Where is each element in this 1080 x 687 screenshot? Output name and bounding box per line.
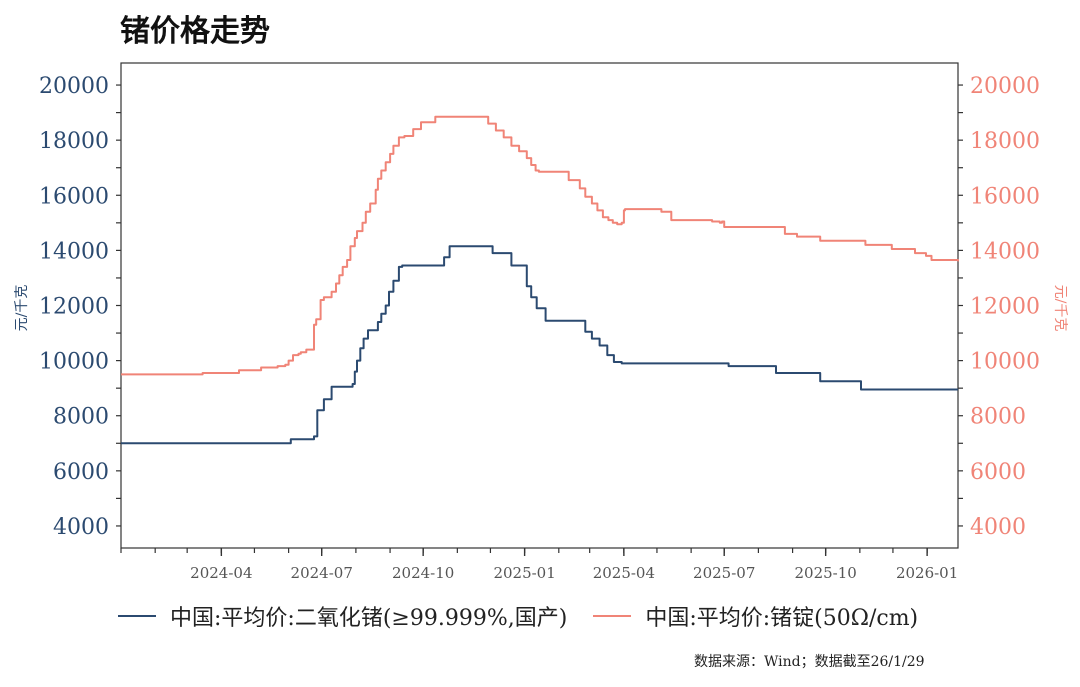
x-axis: 2024-04 2024-07 2024-10 2025-01 2025-04 2025-… (120, 548, 958, 582)
series-line-germanium-ingot (121, 115, 959, 376)
plot-border (120, 62, 959, 549)
right-tick-label: 18000 (970, 129, 1040, 154)
left-tick-label: 16000 (39, 184, 109, 209)
x-tick-label: 2024-07 (291, 564, 353, 582)
series-line-germanium-dioxide (121, 245, 958, 445)
left-tick-label: 6000 (53, 460, 109, 485)
right-tick-label: 14000 (970, 239, 1040, 264)
series-layer (121, 115, 959, 445)
source-note: 数据来源：Wind；数据截至26/1/29 (694, 654, 925, 670)
legend-swatch-ingot (593, 615, 632, 617)
x-tick-label: 2025-01 (493, 564, 555, 582)
right-tick-label: 10000 (970, 350, 1040, 375)
left-tick-label: 4000 (53, 515, 109, 540)
legend-item-germanium-ingot: 中国:平均价:锗锭(50Ω/cm) (593, 600, 918, 632)
left-y-axis: 4000 6000 8000 10000 12000 14000 16000 18000 200… (39, 74, 121, 540)
left-y-axis-label: 元/千克 (14, 285, 30, 332)
x-tick-label: 2025-07 (693, 564, 755, 582)
right-tick-label: 16000 (970, 184, 1040, 209)
legend-label-dioxide: 中国:平均价:二氧化锗(≥99.999%,国产) (170, 606, 568, 631)
right-tick-label: 8000 (970, 405, 1026, 430)
legend-item-germanium-dioxide: 中国:平均价:二氧化锗(≥99.999%,国产) (118, 600, 567, 632)
chart-title: 锗价格走势 (120, 14, 270, 49)
left-tick-label: 10000 (39, 350, 109, 375)
left-tick-label: 8000 (53, 405, 109, 430)
left-tick-label: 12000 (39, 295, 109, 320)
right-y-axis-label: 元/千克 (1052, 285, 1068, 332)
legend: 中国:平均价:二氧化锗(≥99.999%,国产) 中国:平均价:锗锭(50Ω/c… (118, 600, 944, 632)
x-tick-label: 2026-01 (896, 564, 958, 582)
legend-swatch-dioxide (118, 615, 156, 617)
x-tick-label: 2024-04 (190, 564, 252, 582)
x-tick-label: 2024-10 (392, 564, 454, 582)
left-tick-label: 18000 (39, 129, 109, 154)
right-tick-label: 4000 (970, 515, 1026, 540)
right-tick-label: 6000 (970, 460, 1026, 485)
left-tick-label: 14000 (39, 239, 109, 264)
x-tick-label: 2025-10 (794, 564, 856, 582)
x-tick-label: 2025-04 (593, 564, 655, 582)
right-tick-label: 12000 (970, 295, 1040, 320)
plot-frame (120, 62, 959, 549)
legend-label-ingot: 中国:平均价:锗锭(50Ω/cm) (645, 606, 919, 631)
right-tick-label: 20000 (970, 74, 1040, 99)
left-tick-label: 20000 (39, 74, 109, 99)
right-y-axis: 4000 6000 8000 10000 12000 14000 16000 18000 200… (958, 74, 1040, 540)
